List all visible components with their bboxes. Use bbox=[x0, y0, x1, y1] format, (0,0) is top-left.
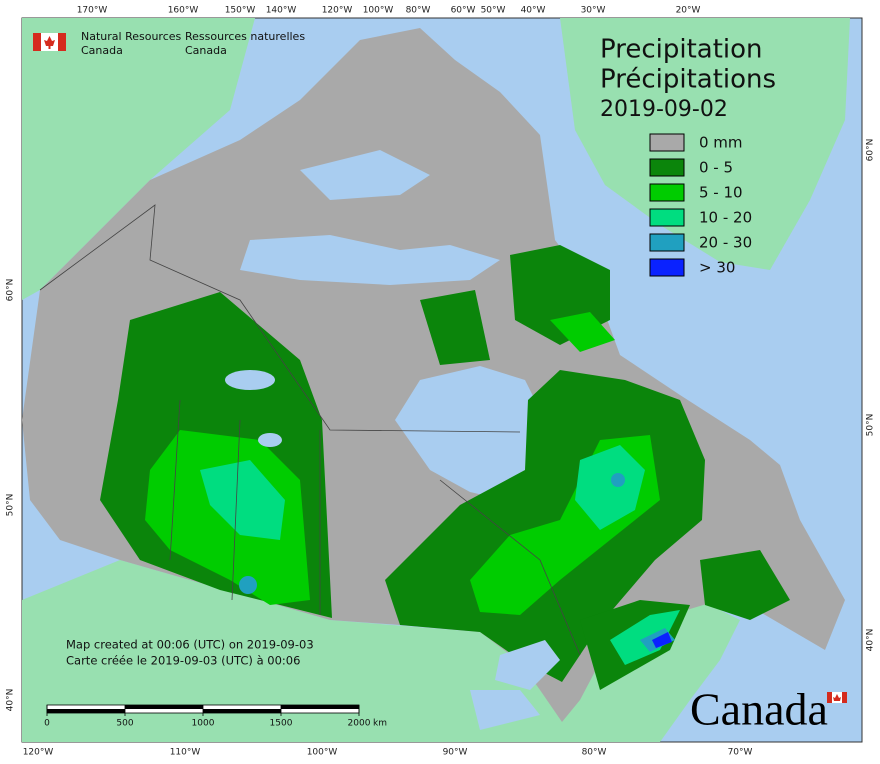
graticule-label: 80°W bbox=[406, 6, 431, 16]
graticule-label: 100°W bbox=[307, 748, 338, 758]
precip-zone bbox=[239, 576, 257, 594]
scale-segment bbox=[47, 709, 125, 713]
precip-zone bbox=[420, 290, 490, 365]
graticule-label: 100°W bbox=[363, 6, 394, 16]
legend-swatch bbox=[649, 133, 685, 152]
graticule-label: 30°W bbox=[581, 6, 606, 16]
scale-label: 0 bbox=[44, 719, 50, 729]
graticule-label: 80°W bbox=[582, 748, 607, 758]
scale-segment bbox=[203, 709, 281, 713]
scale-label: 1000 bbox=[192, 719, 215, 729]
graticule-label: 160°W bbox=[168, 6, 199, 16]
legend-label: 5 - 10 bbox=[699, 184, 743, 202]
graticule-label: 40°N bbox=[6, 689, 16, 712]
title-fr: Précipitations bbox=[600, 65, 776, 95]
legend-swatch bbox=[649, 233, 685, 252]
graticule-label: 50°N bbox=[6, 494, 16, 517]
boundary bbox=[39, 204, 521, 433]
precip-zone bbox=[611, 473, 625, 487]
lake bbox=[495, 640, 560, 690]
legend-swatch bbox=[649, 208, 685, 227]
nrcan-logo bbox=[33, 33, 66, 51]
arctic-channel bbox=[240, 235, 500, 285]
legend-label: 10 - 20 bbox=[699, 209, 752, 227]
title-date: 2019-09-02 bbox=[600, 97, 728, 122]
graticule-label: 50°N bbox=[866, 414, 876, 437]
graticule-label: 120°W bbox=[23, 748, 54, 758]
wordmark-flag bbox=[827, 692, 847, 703]
scale-segment bbox=[281, 705, 359, 709]
graticule-label: 50°W bbox=[481, 6, 506, 16]
precip-zone bbox=[575, 445, 645, 530]
hudson-bay bbox=[395, 366, 545, 500]
graticule-label: 120°W bbox=[322, 6, 353, 16]
graticule-label: 60°N bbox=[866, 139, 876, 162]
precip-zone bbox=[700, 550, 790, 620]
scale-label: 2000 bbox=[348, 719, 371, 729]
precip-zone bbox=[652, 632, 672, 648]
legend-label: 0 - 5 bbox=[699, 159, 733, 177]
boundary bbox=[439, 479, 581, 656]
legend-swatch bbox=[649, 183, 685, 202]
legend-label: 20 - 30 bbox=[699, 234, 752, 252]
agency-fr: Canada bbox=[185, 44, 227, 57]
boundary bbox=[169, 399, 181, 561]
precip-zone bbox=[610, 610, 680, 665]
boundary bbox=[231, 419, 241, 601]
graticule-label: 60°W bbox=[451, 6, 476, 16]
graticule-label: 90°W bbox=[443, 748, 468, 758]
precip-zone bbox=[200, 460, 285, 540]
graticule-label: 140°W bbox=[266, 6, 297, 16]
canada-wordmark: Canada bbox=[690, 684, 828, 735]
agency-fr: Ressources naturelles bbox=[185, 30, 305, 43]
graticule-label: 40°N bbox=[866, 629, 876, 652]
lake bbox=[470, 690, 540, 730]
legend-label: 0 mm bbox=[699, 134, 743, 152]
agency-en: Natural Resources bbox=[81, 30, 182, 43]
graticule-label: 170°W bbox=[77, 6, 108, 16]
agency-en: Canada bbox=[81, 44, 123, 57]
scale-segment bbox=[125, 705, 203, 709]
title-en: Precipitation bbox=[600, 35, 763, 65]
graticule-label: 70°W bbox=[728, 748, 753, 758]
legend-swatch bbox=[649, 158, 685, 177]
scale-unit: km bbox=[373, 719, 387, 729]
credit: Map created at 00:06 (UTC) on 2019-09-03 bbox=[66, 638, 314, 652]
graticule-label: 20°W bbox=[676, 6, 701, 16]
graticule-label: 40°W bbox=[521, 6, 546, 16]
lake bbox=[225, 370, 275, 390]
graticule-label: 150°W bbox=[225, 6, 256, 16]
graticule-label: 60°N bbox=[6, 279, 16, 302]
lake bbox=[258, 433, 282, 447]
legend-label: > 30 bbox=[699, 259, 735, 277]
precip-zone bbox=[550, 312, 615, 352]
credit: Carte créée le 2019-09-03 (UTC) à 00:06 bbox=[66, 654, 300, 668]
arctic-channel bbox=[300, 150, 430, 200]
scale-label: 500 bbox=[116, 719, 133, 729]
greenland bbox=[560, 18, 850, 270]
legend-swatch bbox=[649, 258, 685, 277]
alaska bbox=[22, 18, 255, 300]
graticule-label: 110°W bbox=[170, 748, 201, 758]
scale-label: 1500 bbox=[270, 719, 293, 729]
